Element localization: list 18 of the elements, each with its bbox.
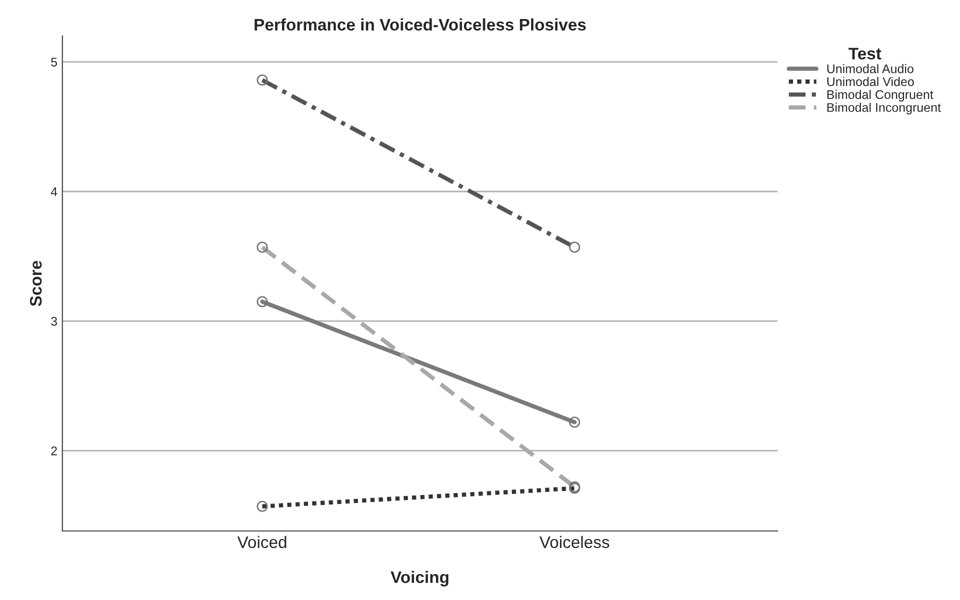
x-axis-title: Voicing: [390, 570, 448, 586]
legend-label: Bimodal Incongruent: [827, 102, 941, 114]
y-tick-label: 2: [51, 446, 57, 456]
legend-label: Bimodal Congruent: [827, 90, 934, 102]
point: [256, 74, 268, 86]
x-tick-label: Voiceless: [539, 536, 610, 548]
y-axis-title: Score: [30, 260, 42, 306]
y-tick-label: 5: [51, 58, 58, 67]
point: [256, 296, 268, 308]
legend-title: Test: [848, 48, 882, 60]
x-tick-label: Voiced: [237, 536, 286, 548]
chart-title: Performance in Voiced-Voiceless Plosives: [254, 18, 586, 31]
legend-label: Unimodal Video: [827, 76, 914, 86]
y-tick-label: 3: [51, 316, 57, 326]
point: [569, 416, 580, 428]
y-tick-label: 4: [50, 187, 58, 196]
legend-label: Unimodal Audio: [827, 64, 914, 74]
point: [569, 242, 580, 253]
